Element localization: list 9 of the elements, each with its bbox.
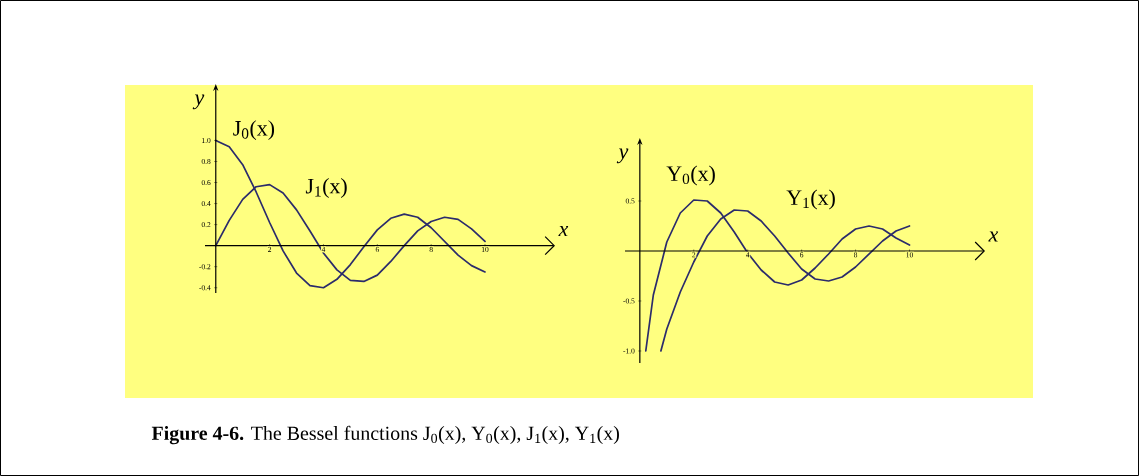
series-label: J$_{1}$(x) — [305, 178, 347, 198]
y-axis-title: y — [192, 94, 205, 110]
y-axis-title: y — [616, 148, 629, 164]
x-axis-title: x — [558, 226, 569, 237]
x-axis-title: x — [988, 231, 999, 242]
series-label: J$_{0}$(x) — [233, 120, 275, 141]
series-label: Y$_{0}$(x) — [666, 165, 715, 186]
text: Figure 4-6. The Bessel functions J$_{0}$(x), Y$_{0}$(x), J$_{1}$(x), Y$_{1}$(x) — [151, 425, 619, 445]
series-label: Y$_{1}$(x) — [786, 189, 835, 210]
